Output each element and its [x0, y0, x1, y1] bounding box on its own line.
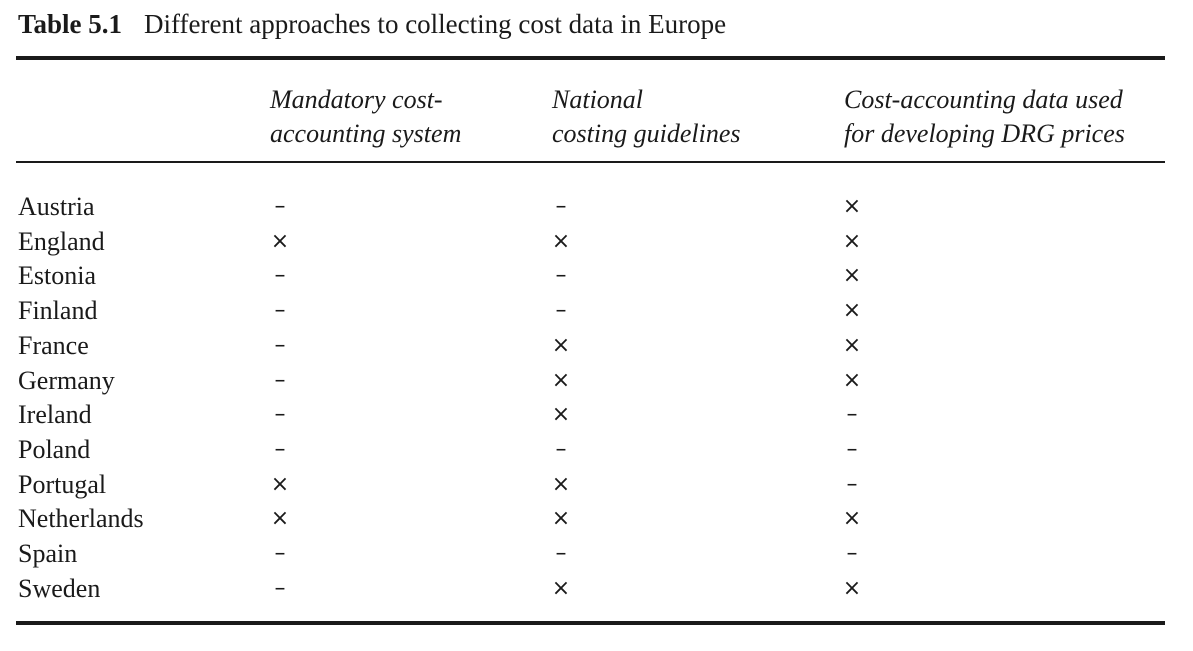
- guidelines-cell: ×: [551, 576, 571, 601]
- drg-cell: –: [846, 437, 858, 462]
- table-row: Sweden – × ×: [16, 571, 1165, 606]
- drg-cell: ×: [842, 506, 862, 531]
- table-row: Ireland – × –: [16, 397, 1165, 432]
- mandatory-cell: ×: [270, 506, 290, 531]
- country-cell: Sweden: [18, 574, 101, 603]
- drg-cell: –: [846, 472, 858, 497]
- guidelines-cell: ×: [551, 506, 571, 531]
- country-cell: Spain: [18, 539, 78, 568]
- guidelines-cell: –: [555, 263, 567, 288]
- mandatory-cell: –: [274, 333, 286, 358]
- mandatory-cell: –: [274, 194, 286, 219]
- country-cell: England: [18, 227, 105, 256]
- country-cell: Poland: [18, 435, 91, 464]
- table-row: France – × ×: [16, 328, 1165, 363]
- drg-cell: –: [846, 541, 858, 566]
- mandatory-cell: –: [274, 263, 286, 288]
- mandatory-cell: –: [274, 541, 286, 566]
- mandatory-cell: –: [274, 437, 286, 462]
- table-row: Estonia – – ×: [16, 258, 1165, 293]
- guidelines-cell: –: [555, 541, 567, 566]
- table-row: Poland – – –: [16, 432, 1165, 467]
- guidelines-cell: –: [555, 194, 567, 219]
- guidelines-cell: –: [555, 298, 567, 323]
- guidelines-cell: ×: [551, 229, 571, 254]
- country-cell: Finland: [18, 296, 98, 325]
- table-row: Austria – – ×: [16, 189, 1165, 224]
- drg-cell: ×: [842, 263, 862, 288]
- drg-cell: ×: [842, 229, 862, 254]
- guidelines-cell: ×: [551, 368, 571, 393]
- country-cell: Estonia: [18, 261, 96, 290]
- table-row: Finland – – ×: [16, 293, 1165, 328]
- table-row: England × × ×: [16, 224, 1165, 259]
- table-row: Germany – × ×: [16, 363, 1165, 398]
- drg-cell: –: [846, 402, 858, 427]
- mandatory-cell: –: [274, 368, 286, 393]
- column-header-drg: Cost-accounting data used for developing…: [844, 85, 1125, 148]
- drg-cell: ×: [842, 576, 862, 601]
- column-header-guidelines: National costing guidelines: [552, 85, 741, 148]
- country-cell: France: [18, 331, 89, 360]
- drg-cell: ×: [842, 333, 862, 358]
- guidelines-cell: –: [555, 437, 567, 462]
- mandatory-cell: –: [274, 402, 286, 427]
- table-number: Table 5.1: [18, 9, 123, 39]
- country-cell: Austria: [18, 192, 95, 221]
- table-caption: Table 5.1 Different approaches to collect…: [18, 6, 726, 42]
- guidelines-cell: ×: [551, 402, 571, 427]
- mandatory-cell: –: [274, 576, 286, 601]
- table-row: Netherlands × × ×: [16, 501, 1165, 536]
- header-rule: [16, 161, 1165, 163]
- top-rule: [16, 56, 1165, 60]
- country-cell: Germany: [18, 366, 115, 395]
- country-cell: Ireland: [18, 400, 92, 429]
- table-row: Portugal × × –: [16, 467, 1165, 502]
- drg-cell: ×: [842, 368, 862, 393]
- country-cell: Netherlands: [18, 504, 144, 533]
- mandatory-cell: ×: [270, 229, 290, 254]
- mandatory-cell: ×: [270, 472, 290, 497]
- table-title: Different approaches to collecting cost …: [144, 9, 727, 39]
- drg-cell: ×: [842, 194, 862, 219]
- bottom-rule: [16, 621, 1165, 625]
- column-header-mandatory: Mandatory cost- accounting system: [270, 85, 462, 148]
- drg-cell: ×: [842, 298, 862, 323]
- country-cell: Portugal: [18, 470, 107, 499]
- guidelines-cell: ×: [551, 333, 571, 358]
- table-row: Spain – – –: [16, 536, 1165, 571]
- guidelines-cell: ×: [551, 472, 571, 497]
- mandatory-cell: –: [274, 298, 286, 323]
